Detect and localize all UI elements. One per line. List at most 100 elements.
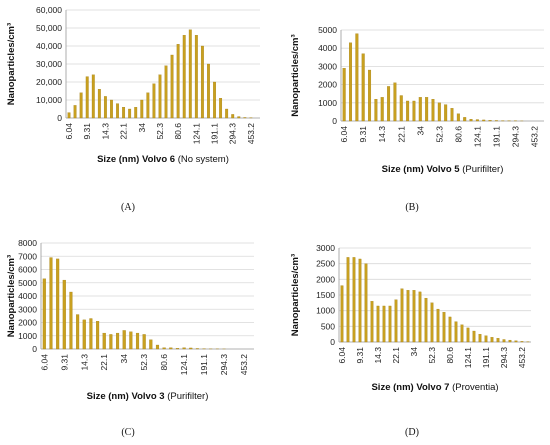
bar — [424, 297, 428, 343]
y-tick-label: 10,000 — [36, 95, 62, 105]
bar — [135, 332, 140, 350]
bar — [122, 107, 126, 119]
x-tick-label: 453.2 — [246, 123, 256, 145]
x-tick-label: 191.1 — [210, 123, 220, 145]
x-tick-label: 14.3 — [79, 354, 89, 371]
y-tick-label: 0 — [330, 337, 335, 347]
bar — [164, 65, 168, 119]
x-axis-label: Size (nm) Volvo 6 (No system) — [97, 154, 229, 165]
x-axis-label: Size (nm) Volvo 7 (Proventia) — [371, 382, 498, 393]
y-tick-label: 5000 — [18, 278, 37, 288]
bar — [456, 113, 460, 122]
bar — [418, 291, 422, 343]
y-tick-label: 7000 — [18, 251, 37, 261]
bar — [56, 258, 60, 350]
y-tick-label: 20,000 — [36, 77, 62, 87]
chart-d: 0 500 1000 1500 2000 2500 3000 6.04 9.31 14.3 22.1… — [290, 243, 531, 438]
bar — [412, 100, 416, 122]
bar — [469, 119, 473, 122]
bar — [155, 344, 160, 350]
bar — [393, 82, 397, 122]
y-tick-label: 6000 — [18, 265, 37, 275]
panel-label: (A) — [121, 202, 135, 213]
bar — [76, 314, 80, 350]
chart-c: 0 1000 2000 3000 4000 5000 6000 7000 8000 6.04 9.3… — [6, 238, 254, 438]
bar — [176, 44, 180, 119]
bar — [243, 117, 247, 119]
y-tick-label: 3000 — [316, 243, 335, 253]
x-tick-label: 34 — [415, 126, 425, 136]
x-tick-label: 294.3 — [499, 347, 509, 369]
bar — [231, 114, 235, 119]
bar — [170, 54, 174, 119]
y-tick-label: 4000 — [18, 291, 37, 301]
bar — [520, 341, 524, 343]
bar — [494, 120, 498, 122]
x-tick-label: 52.3 — [427, 347, 437, 364]
bar — [91, 74, 95, 119]
x-tick-label: 124.1 — [179, 354, 189, 376]
bar — [412, 290, 416, 343]
y-tick-label: 1000 — [18, 331, 37, 341]
bar — [188, 29, 192, 119]
bar — [194, 35, 198, 119]
x-axis-label-normal: (Proventia) — [452, 382, 498, 393]
bar — [169, 347, 173, 350]
bar — [79, 92, 83, 119]
panel-label: (C) — [121, 427, 134, 438]
bar — [97, 89, 101, 119]
y-axis-label: Nanoparticles/cm³ — [6, 255, 17, 337]
bar — [129, 331, 133, 350]
bar — [134, 107, 138, 119]
bar — [431, 99, 435, 122]
bar — [116, 103, 119, 119]
x-tick-label: 34 — [137, 123, 147, 133]
bar — [382, 305, 386, 343]
bar — [349, 42, 352, 122]
bar — [454, 321, 458, 343]
bar — [400, 288, 404, 343]
bar — [116, 332, 120, 350]
x-tick-label: 124.1 — [463, 347, 473, 369]
x-tick-label: 453.2 — [239, 354, 249, 376]
x-tick-label: 294.3 — [510, 126, 520, 148]
x-tick-label: 22.1 — [119, 123, 129, 140]
bar — [225, 108, 229, 119]
bar — [128, 108, 132, 119]
x-tick-label: 6.04 — [64, 123, 74, 140]
x-tick-label: 22.1 — [99, 354, 109, 371]
bar — [472, 330, 476, 343]
bar — [200, 45, 204, 119]
bar — [496, 338, 500, 343]
bar — [406, 100, 410, 122]
bar — [460, 324, 464, 343]
bar — [103, 96, 107, 119]
y-tick-label: 4000 — [318, 43, 337, 53]
x-tick-label: 9.31 — [355, 347, 365, 364]
y-tick-label: 2000 — [318, 80, 337, 90]
x-tick-label: 9.31 — [82, 123, 92, 140]
bar — [488, 120, 492, 122]
bar — [368, 69, 372, 122]
x-tick-label: 52.3 — [155, 123, 165, 140]
y-tick-label: 1000 — [316, 306, 335, 316]
bar — [140, 99, 144, 119]
x-tick-label: 34 — [409, 347, 419, 357]
bar — [149, 339, 153, 350]
x-tick-label: 34 — [119, 354, 129, 364]
bar — [182, 35, 186, 119]
bar — [361, 53, 365, 122]
bar — [399, 95, 403, 122]
bar — [122, 330, 126, 350]
bar — [340, 285, 344, 343]
y-tick-label: 1500 — [316, 290, 335, 300]
y-tick-label: 5000 — [318, 25, 337, 35]
y-tick-label: 2500 — [316, 259, 335, 269]
x-tick-label: 294.3 — [228, 123, 238, 145]
bar — [437, 102, 441, 122]
bar — [406, 290, 410, 343]
bar — [195, 348, 199, 350]
x-tick-label: 22.1 — [391, 347, 401, 364]
x-tick-label: 80.6 — [453, 126, 463, 143]
